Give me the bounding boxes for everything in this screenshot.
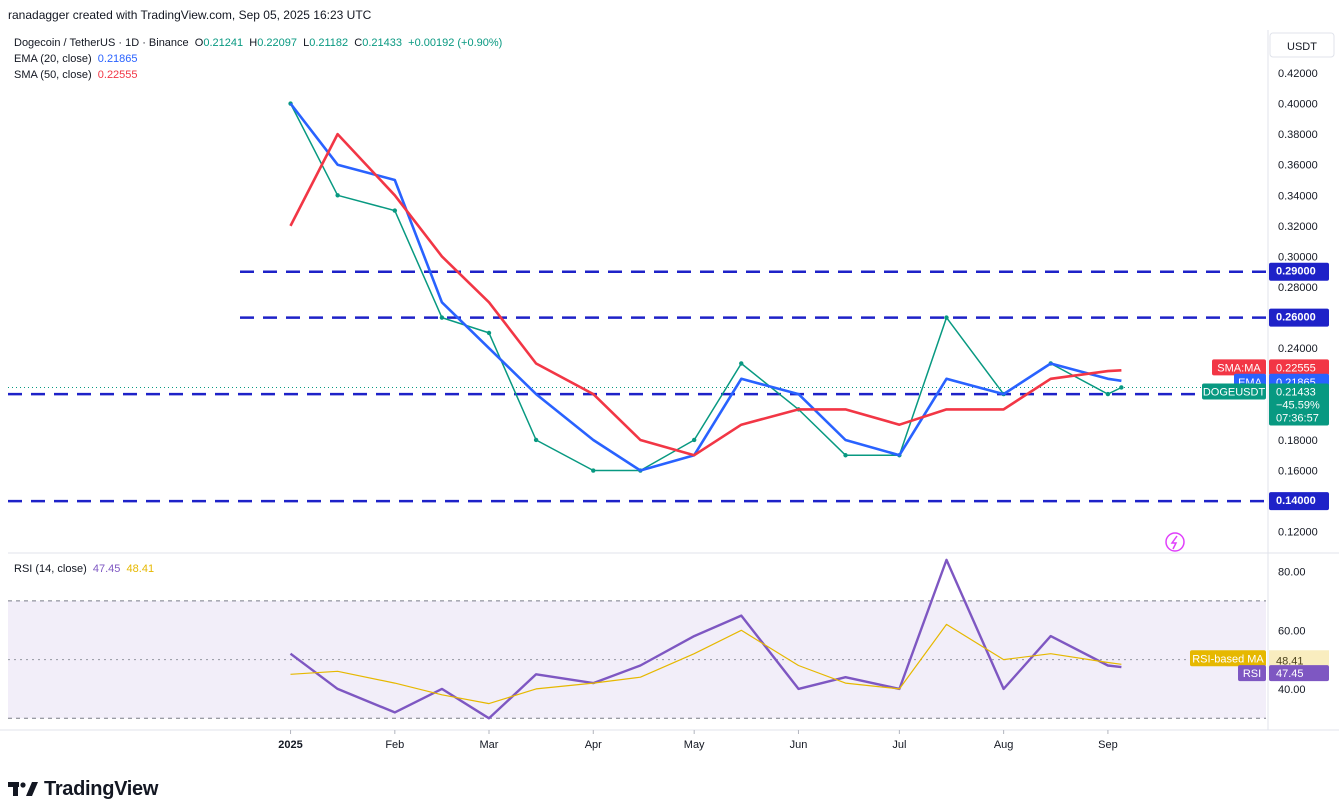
price-line-point xyxy=(691,437,697,443)
time-axis-label: May xyxy=(684,739,705,751)
alert-icon[interactable] xyxy=(1165,532,1185,552)
rsi-value-tag[interactable] xyxy=(1269,665,1329,682)
high-label: H xyxy=(249,37,258,49)
price-axis-tick: 0.32000 xyxy=(1278,221,1318,233)
price-axis-tick: 0.40000 xyxy=(1278,99,1318,111)
chart-credit: ranadagger created with TradingView.com,… xyxy=(8,8,372,22)
price-name-tag-text: DOGEUSDT xyxy=(1203,387,1266,399)
price-axis-tick: 0.42000 xyxy=(1278,68,1318,80)
price-axis-tick: 0.16000 xyxy=(1278,466,1318,478)
level-price-tag-text: 0.14000 xyxy=(1276,495,1316,507)
sma-value-tag[interactable] xyxy=(1269,359,1329,376)
rsi-ma-line[interactable] xyxy=(290,623,1122,705)
rsi-ma-name-tag[interactable] xyxy=(1190,650,1266,667)
price-line-point xyxy=(1105,391,1111,397)
rsi-legend[interactable]: RSI (14, close) 47.45 48.41 xyxy=(14,561,154,577)
rsi-ma-value-bg xyxy=(1269,650,1329,667)
price-line-point xyxy=(533,437,539,443)
sma-name-tag-text: SMA:MA xyxy=(1217,362,1261,374)
ema-label: EMA (20, close) xyxy=(14,53,92,65)
low-label: L xyxy=(303,37,310,49)
sma-value: 0.22555 xyxy=(97,69,138,81)
price-value-tag-text: 0.21433 xyxy=(1276,387,1316,399)
time-axis-label: Mar xyxy=(480,739,499,751)
time-axis-label: Jun xyxy=(790,739,808,751)
sma-value-tag-text: 0.22555 xyxy=(1276,362,1316,374)
rsi-axis-tick: 60.00 xyxy=(1278,625,1306,637)
time-axis-label: Sep xyxy=(1098,739,1118,751)
price-line-point xyxy=(335,193,340,198)
open-label: O xyxy=(194,37,204,49)
top-bar: ranadagger created with TradingView.com,… xyxy=(0,0,1339,31)
price-axis-tick: 0.18000 xyxy=(1278,435,1318,447)
time-axis-label: Jul xyxy=(892,739,906,751)
price-axis-tick: 0.38000 xyxy=(1278,129,1318,141)
price-axis-tick: 0.24000 xyxy=(1278,343,1318,355)
ema-line[interactable] xyxy=(289,102,1122,472)
price-axis-tick: 0.36000 xyxy=(1278,160,1318,172)
close-value: 0.21433 xyxy=(362,37,403,49)
level-price-tag-text: 0.29000 xyxy=(1276,266,1316,278)
price-line-point xyxy=(591,468,596,473)
price-line-point xyxy=(1119,385,1124,390)
close-label: C xyxy=(354,37,363,49)
rsi-name-tag[interactable] xyxy=(1238,665,1266,682)
price-axis-tick: 0.12000 xyxy=(1278,527,1318,539)
brand-name: TradingView xyxy=(44,777,159,800)
open-value: 0.21241 xyxy=(203,37,244,49)
symbol-row: Dogecoin / TetherUS · 1D · Binance O0.21… xyxy=(14,35,502,51)
price-line-point xyxy=(739,361,744,366)
footer-branding: TradingView xyxy=(8,775,158,803)
price-line-point xyxy=(843,453,848,458)
price-line-point xyxy=(439,315,445,320)
high-value: 0.22097 xyxy=(257,37,297,49)
price-line-point xyxy=(392,208,398,213)
symbol-legend: Dogecoin / TetherUS · 1D · Binance O0.21… xyxy=(14,35,502,83)
low-value: 0.21182 xyxy=(309,37,349,49)
price-axis-tick: 0.28000 xyxy=(1278,282,1318,294)
rsi-ma-value: 48.41 xyxy=(126,563,155,575)
level-price-tag-text: 0.26000 xyxy=(1276,312,1316,324)
rsi-ma-value-text: 48.41 xyxy=(1276,655,1304,667)
currency-label: USDT xyxy=(1287,41,1317,53)
rsi-ma-value-tag[interactable] xyxy=(1269,650,1329,667)
rsi-name-tag-text: RSI xyxy=(1243,668,1261,680)
rsi-axis-tick: 40.00 xyxy=(1278,684,1306,696)
time-axis-label: Feb xyxy=(385,739,404,751)
level-price-tag[interactable] xyxy=(1269,262,1329,281)
change-value: +0.00192 (+0.90%) xyxy=(408,37,503,49)
time-axis-label: 2025 xyxy=(278,739,302,751)
ema-value: 0.21865 xyxy=(97,53,138,65)
price-value-tag-text: −45.59% xyxy=(1276,400,1320,412)
level-price-tag[interactable] xyxy=(1269,492,1329,511)
level-price-tag[interactable] xyxy=(1269,308,1329,327)
sma-line[interactable] xyxy=(289,132,1122,457)
price-line-point xyxy=(486,330,492,336)
price-value-tag[interactable] xyxy=(1269,383,1329,426)
price-axis-tick: 0.30000 xyxy=(1278,251,1318,263)
time-axis-label: Aug xyxy=(994,739,1014,751)
price-line-point xyxy=(944,315,949,320)
chart-area[interactable]: 0.42000 0.40000 0.38000 0.36000 0.34000 0.320… xyxy=(0,30,1339,760)
ema-row[interactable]: EMA (20, close) 0.21865 xyxy=(14,51,502,67)
price-value-tag-text: 07:36:57 xyxy=(1276,413,1319,425)
price-chart-svg[interactable]: 0.42000 0.40000 0.38000 0.36000 0.34000 0.320… xyxy=(0,30,1339,760)
price-name-tag[interactable] xyxy=(1202,383,1266,400)
sma-name-tag[interactable] xyxy=(1212,359,1266,376)
rsi-axis-tick: 80.00 xyxy=(1278,567,1306,579)
alert-bolt-icon xyxy=(1170,535,1178,550)
rsi-value: 47.45 xyxy=(92,563,121,575)
sma-label: SMA (50, close) xyxy=(14,69,92,81)
rsi-band-fill xyxy=(8,600,1266,719)
symbol-title: Dogecoin / TetherUS · 1D · Binance xyxy=(14,37,189,49)
time-axis-label: Apr xyxy=(585,739,602,751)
tradingview-logo-icon xyxy=(8,782,38,796)
sma-row[interactable]: SMA (50, close) 0.22555 xyxy=(14,67,502,83)
rsi-ma-name-tag-text: RSI-based MA xyxy=(1192,653,1264,665)
currency-button[interactable] xyxy=(1269,32,1335,58)
rsi-value-tag-text: 47.45 xyxy=(1276,668,1304,680)
price-axis-tick: 0.34000 xyxy=(1278,190,1318,202)
rsi-label: RSI (14, close) xyxy=(14,563,87,575)
